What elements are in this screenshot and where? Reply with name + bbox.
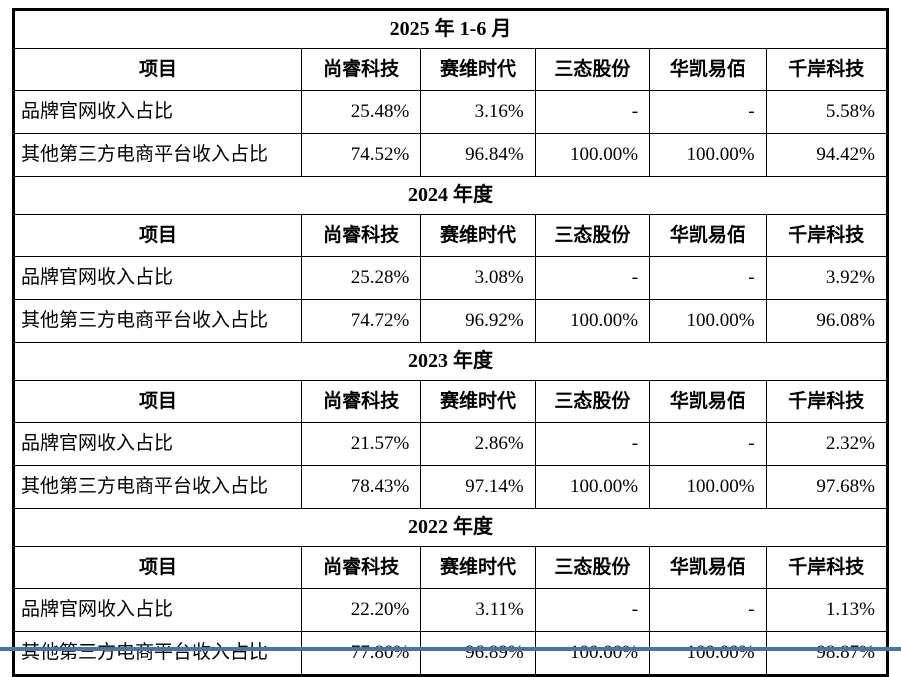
bottom-divider-line	[0, 647, 901, 651]
column-header-item: 项目	[13, 214, 302, 257]
column-header-company: 赛维时代	[420, 380, 536, 423]
value-cell: 100.00%	[534, 299, 651, 343]
value-cell: 96.84%	[420, 133, 536, 177]
column-header-item: 项目	[13, 380, 302, 423]
column-header-company: 华凯易佰	[649, 48, 767, 91]
value-cell: 25.48%	[300, 90, 422, 134]
column-header-company: 尚睿科技	[300, 546, 422, 589]
table-row: 2024 年度	[13, 176, 888, 215]
column-header-company: 三态股份	[534, 380, 651, 423]
row-label: 品牌官网收入占比	[13, 256, 302, 300]
value-cell: 100.00%	[649, 133, 767, 177]
value-cell: -	[649, 90, 767, 134]
row-label: 其他第三方电商平台收入占比	[13, 133, 302, 177]
value-cell: 2.32%	[765, 422, 889, 466]
column-header-company: 三态股份	[534, 214, 651, 257]
value-cell: 100.00%	[649, 299, 767, 343]
table-row: 其他第三方电商平台收入占比 78.43% 97.14% 100.00% 100.…	[13, 465, 889, 509]
value-cell: 2.86%	[420, 422, 536, 466]
document-page: 2025 年 1-6 月 项目 尚睿科技 赛维时代 三态股份 华凯易佰 千岸科技…	[12, 8, 889, 677]
value-cell: 100.00%	[534, 133, 651, 177]
column-header-company: 赛维时代	[420, 546, 536, 589]
value-cell: 1.13%	[765, 588, 889, 632]
value-cell: 21.57%	[300, 422, 422, 466]
row-label: 品牌官网收入占比	[13, 588, 302, 632]
value-cell: 97.14%	[420, 465, 536, 509]
column-header-company: 赛维时代	[420, 214, 536, 257]
column-header-company: 三态股份	[534, 546, 651, 589]
column-header-item: 项目	[13, 546, 302, 589]
value-cell: 25.28%	[300, 256, 422, 300]
column-header-company: 千岸科技	[765, 214, 889, 257]
value-cell: 78.43%	[300, 465, 422, 509]
column-header-company: 尚睿科技	[300, 380, 422, 423]
table-row: 其他第三方电商平台收入占比 74.52% 96.84% 100.00% 100.…	[13, 133, 889, 177]
table-row: 品牌官网收入占比 21.57% 2.86% - - 2.32%	[13, 422, 889, 466]
value-cell: 74.72%	[300, 299, 422, 343]
row-label: 其他第三方电商平台收入占比	[13, 465, 302, 509]
table-row: 项目 尚睿科技 赛维时代 三态股份 华凯易佰 千岸科技	[13, 380, 889, 423]
value-cell: 3.16%	[420, 90, 536, 134]
value-cell: 5.58%	[765, 90, 889, 134]
table-row: 品牌官网收入占比 22.20% 3.11% - - 1.13%	[13, 588, 889, 632]
period-title: 2024 年度	[13, 176, 888, 215]
column-header-company: 华凯易佰	[649, 546, 767, 589]
value-cell: 3.11%	[420, 588, 536, 632]
value-cell: 3.08%	[420, 256, 536, 300]
value-cell: -	[534, 588, 651, 632]
value-cell: 74.52%	[300, 133, 422, 177]
value-cell: 97.68%	[765, 465, 889, 509]
period-title: 2025 年 1-6 月	[13, 9, 888, 49]
table-row: 项目 尚睿科技 赛维时代 三态股份 华凯易佰 千岸科技	[13, 546, 889, 589]
table-row: 项目 尚睿科技 赛维时代 三态股份 华凯易佰 千岸科技	[13, 214, 889, 257]
table-row: 项目 尚睿科技 赛维时代 三态股份 华凯易佰 千岸科技	[13, 48, 889, 91]
table-row: 2025 年 1-6 月	[13, 9, 888, 49]
value-cell: 22.20%	[300, 588, 422, 632]
value-cell: -	[649, 256, 767, 300]
table-row: 品牌官网收入占比 25.28% 3.08% - - 3.92%	[13, 256, 889, 300]
revenue-share-comparison-table: 2025 年 1-6 月 项目 尚睿科技 赛维时代 三态股份 华凯易佰 千岸科技…	[12, 8, 889, 677]
value-cell: -	[534, 256, 651, 300]
value-cell: -	[534, 90, 651, 134]
column-header-company: 华凯易佰	[649, 214, 767, 257]
value-cell: 100.00%	[534, 465, 651, 509]
value-cell: 3.92%	[765, 256, 889, 300]
column-header-item: 项目	[13, 48, 302, 91]
table-row: 2022 年度	[13, 508, 888, 547]
period-title: 2022 年度	[13, 508, 888, 547]
value-cell: 94.42%	[765, 133, 889, 177]
table-row: 其他第三方电商平台收入占比 74.72% 96.92% 100.00% 100.…	[13, 299, 889, 343]
column-header-company: 尚睿科技	[300, 48, 422, 91]
column-header-company: 尚睿科技	[300, 214, 422, 257]
value-cell: 96.08%	[765, 299, 889, 343]
value-cell: 100.00%	[649, 465, 767, 509]
column-header-company: 三态股份	[534, 48, 651, 91]
table-row: 2023 年度	[13, 342, 888, 381]
row-label: 品牌官网收入占比	[13, 90, 302, 134]
table-row: 品牌官网收入占比 25.48% 3.16% - - 5.58%	[13, 90, 889, 134]
column-header-company: 华凯易佰	[649, 380, 767, 423]
column-header-company: 千岸科技	[765, 546, 889, 589]
row-label: 其他第三方电商平台收入占比	[13, 299, 302, 343]
value-cell: -	[534, 422, 651, 466]
value-cell: -	[649, 422, 767, 466]
column-header-company: 千岸科技	[765, 380, 889, 423]
column-header-company: 千岸科技	[765, 48, 889, 91]
row-label: 品牌官网收入占比	[13, 422, 302, 466]
value-cell: 96.92%	[420, 299, 536, 343]
column-header-company: 赛维时代	[420, 48, 536, 91]
value-cell: -	[649, 588, 767, 632]
period-title: 2023 年度	[13, 342, 888, 381]
